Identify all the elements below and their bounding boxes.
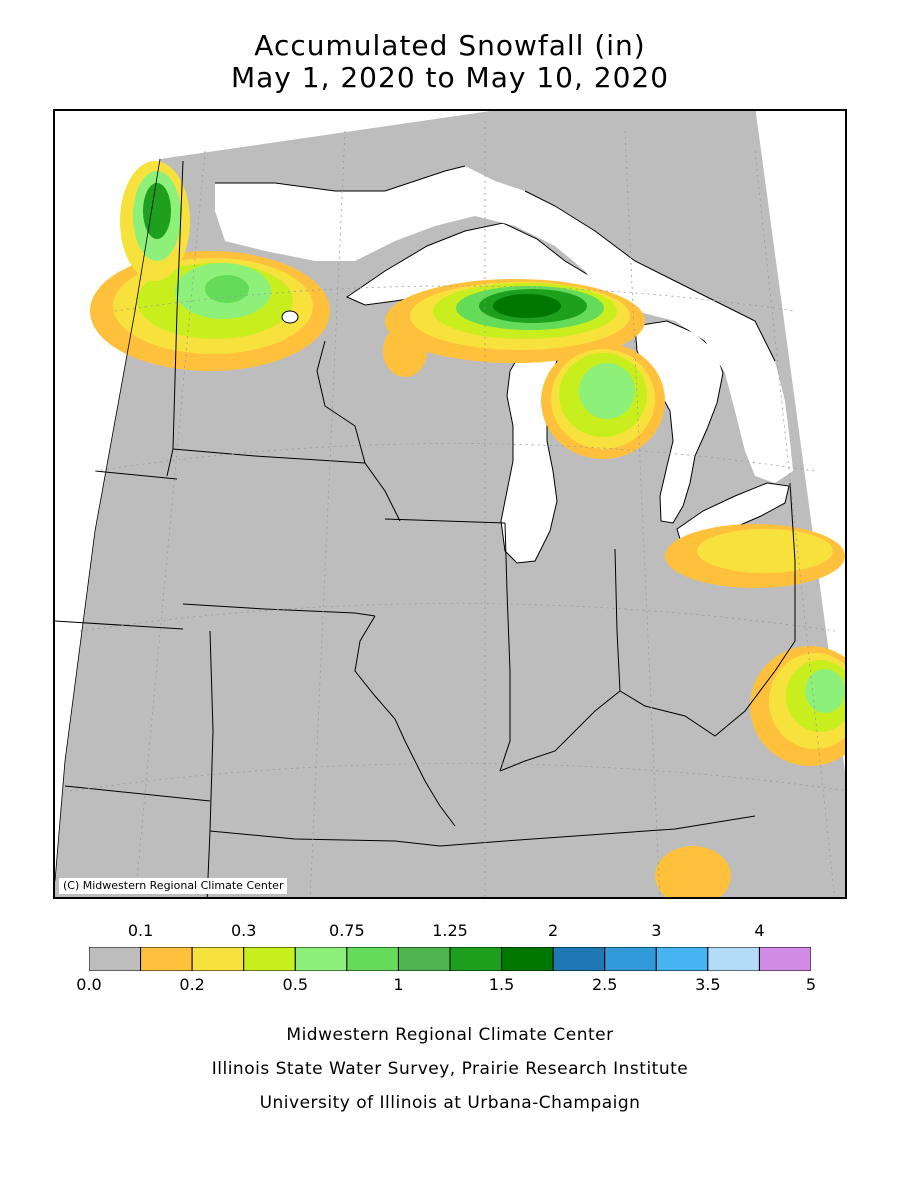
map-domain-outline (55, 158, 161, 882)
legend-colorbar (89, 947, 811, 971)
legend-swatch (140, 947, 193, 971)
snowfall-west-edge (120, 161, 190, 281)
footer-line-1: Midwestern Regional Climate Center (286, 1025, 614, 1045)
legend-tick-label: 4 (754, 921, 765, 940)
snowfall-map (55, 111, 845, 897)
legend-tick-label: 0.75 (329, 921, 365, 940)
canada-region (215, 166, 793, 483)
snowfall-nw-minnesota (90, 251, 330, 371)
legend-swatch (89, 947, 142, 971)
legend-swatch (191, 947, 245, 971)
legend-swatch (758, 947, 811, 971)
footer-line-3: University of Illinois at Urbana-Champai… (259, 1093, 641, 1113)
snowfall-tennessee (655, 846, 731, 897)
legend-tick-label: 0.5 (282, 975, 309, 994)
legend-tick-label: 3.5 (695, 975, 721, 994)
snowfall-west-virginia (750, 646, 845, 766)
legend-colorbar-svg (89, 947, 811, 971)
state-boundaries (55, 160, 796, 897)
legend-swatch (501, 947, 554, 971)
map-frame: (C) Midwestern Regional Climate Center (53, 109, 847, 899)
legend-tick-label: 0.3 (230, 921, 257, 940)
legend-swatch (243, 947, 296, 971)
legend-swatch (552, 947, 606, 971)
map-title-line-2: May 1, 2020 to May 10, 2020 (230, 61, 670, 94)
legend-swatch (655, 947, 709, 971)
legend-tick-label: 3 (651, 921, 662, 940)
legend-tick-label: 0.1 (127, 921, 154, 940)
map-title: Accumulated Snowfall (in) May 1, 2020 to… (0, 30, 900, 94)
map-title-line-1: Accumulated Snowfall (in) (254, 29, 646, 62)
snowfall-upper-peninsula (383, 279, 645, 377)
footer-line-2: Illinois State Water Survey, Prairie Res… (211, 1059, 689, 1079)
legend-swatch (294, 947, 348, 971)
legend-tick-label: 0.0 (76, 975, 102, 994)
legend-tick-label: 1 (393, 975, 404, 994)
legend-swatch (707, 947, 760, 971)
legend-swatch (604, 947, 657, 971)
legend-tick-label: 1.25 (432, 921, 468, 940)
legend-tick-label: 0.2 (179, 975, 205, 994)
graticule (69, 121, 845, 897)
legend-swatch (397, 947, 451, 971)
legend-swatch (449, 947, 503, 971)
footer: Midwestern Regional Climate Center Illin… (0, 1018, 900, 1120)
copyright-label: (C) Midwestern Regional Climate Center (59, 878, 288, 894)
snowfall-lower-michigan (541, 343, 665, 459)
canada-shoreline (215, 165, 776, 362)
snowfall-ne-ohio (665, 524, 845, 588)
legend-swatch (346, 947, 399, 971)
legend-tick-label: 1.5 (488, 975, 515, 994)
legend-tick-label: 5 (805, 975, 817, 994)
legend-tick-label: 2 (548, 921, 559, 940)
legend-tick-label: 2.5 (591, 975, 618, 994)
